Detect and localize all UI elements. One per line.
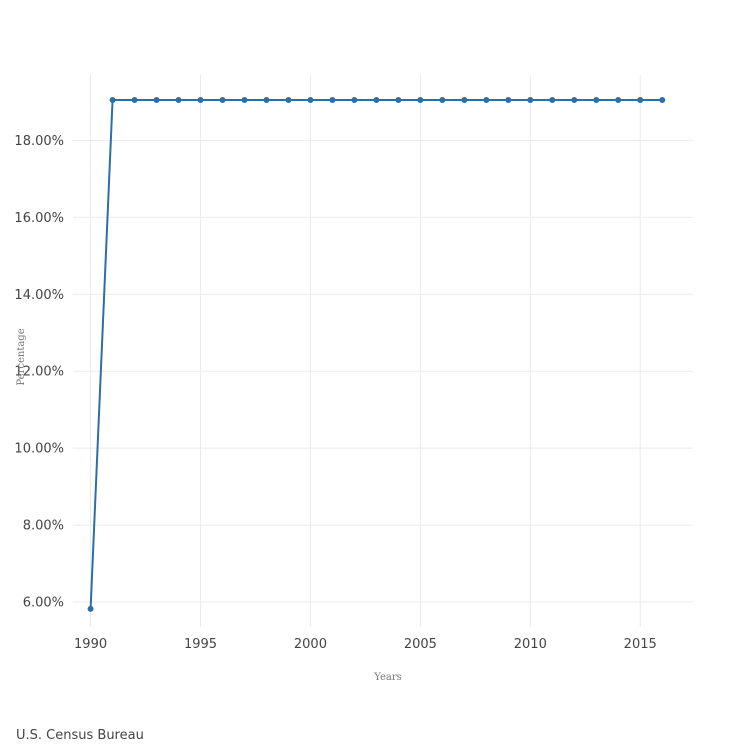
data-point (197, 97, 204, 104)
x-tick-label: 2015 (624, 637, 657, 652)
data-point (153, 97, 160, 104)
series-layer (87, 97, 666, 612)
series-line (89, 99, 663, 609)
vertical-gridlines (90, 75, 641, 627)
data-point (131, 97, 138, 104)
data-point (351, 97, 358, 104)
data-point (417, 97, 424, 104)
data-point (175, 97, 182, 104)
x-tick-label: 2005 (404, 637, 437, 652)
data-point (87, 605, 94, 612)
x-tick-label: 2000 (294, 637, 327, 652)
y-tick-label: 16.00% (14, 211, 64, 226)
horizontal-gridlines (73, 139, 693, 603)
data-point (593, 97, 600, 104)
x-tick-label: 2010 (514, 637, 547, 652)
data-point (241, 97, 248, 104)
x-tick-label: 1995 (184, 637, 217, 652)
data-point (373, 97, 380, 104)
data-point (307, 97, 314, 104)
data-point (549, 97, 556, 104)
source-note: U.S. Census Bureau (16, 728, 144, 743)
data-point (329, 97, 336, 104)
data-point (285, 97, 292, 104)
data-point (109, 97, 116, 104)
y-tick-label: 18.00% (14, 134, 64, 149)
y-tick-label: 8.00% (23, 519, 64, 534)
data-point (439, 97, 446, 104)
y-tick-label: 6.00% (23, 595, 64, 610)
data-point (615, 97, 622, 104)
y-axis-title: Percentage (16, 328, 27, 385)
data-point (395, 97, 402, 104)
x-axis-title: Years (373, 672, 402, 683)
data-point (461, 97, 468, 104)
data-point (637, 97, 644, 104)
y-tick-label: 12.00% (14, 365, 64, 380)
y-axis-ticks: 6.00% 8.00% 10.00% 12.00% 14.00% 16.00% 18.00% (14, 134, 64, 611)
x-axis-ticks: 1990 1995 2000 2005 2010 2015 (74, 637, 657, 652)
data-point (263, 97, 270, 104)
data-point (483, 97, 490, 104)
x-tick-label: 1990 (74, 637, 107, 652)
data-point (219, 97, 226, 104)
y-tick-label: 10.00% (14, 442, 64, 457)
data-point (527, 97, 534, 104)
data-point (571, 97, 578, 104)
data-point (505, 97, 512, 104)
data-point (659, 97, 666, 104)
y-tick-label: 14.00% (14, 288, 64, 303)
